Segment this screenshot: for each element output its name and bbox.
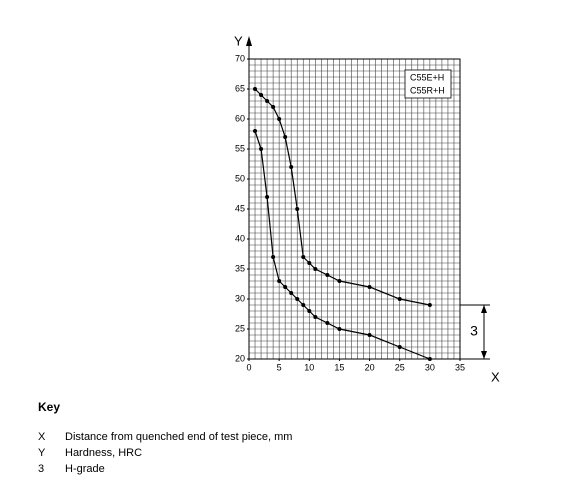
x-tick-label: 0 [246, 362, 251, 372]
data-point [289, 291, 294, 295]
data-point [265, 195, 270, 199]
y-tick-label: 60 [235, 113, 245, 123]
data-point [277, 117, 282, 121]
arrow-head [481, 305, 487, 313]
data-point [283, 285, 288, 289]
legend-box [404, 69, 452, 99]
data-point [295, 297, 300, 301]
key-text: Hardness, HRC [65, 447, 142, 459]
data-point [301, 303, 306, 307]
legend-text: C55E+H [410, 72, 444, 82]
y-tick-label: 50 [235, 173, 245, 183]
annotation-label: 3 [470, 323, 478, 339]
key-text: Distance from quenched end of test piece… [65, 431, 292, 443]
data-point [307, 309, 312, 313]
data-point [313, 267, 318, 271]
data-point [337, 279, 342, 283]
data-point [427, 357, 432, 361]
data-point [301, 255, 306, 259]
data-point [265, 99, 270, 103]
data-point [397, 345, 402, 349]
curve [254, 130, 431, 360]
data-point [271, 105, 276, 109]
data-point [277, 279, 282, 283]
data-point [283, 135, 288, 139]
y-tick-label: 65 [235, 83, 245, 93]
curve [254, 88, 430, 306]
data-point [325, 273, 330, 277]
y-tick-label: 20 [235, 353, 245, 363]
data-point [253, 87, 258, 91]
data-point [313, 315, 318, 319]
x-axis-label: X [491, 369, 500, 384]
data-point [367, 333, 372, 337]
data-point [397, 297, 402, 301]
data-point [325, 321, 330, 325]
data-point [289, 165, 294, 169]
data-point [253, 129, 258, 133]
data-point [295, 207, 300, 211]
key-symbol: 3 [38, 463, 44, 475]
key-symbol: X [38, 431, 46, 443]
y-tick-label: 30 [235, 293, 245, 303]
y-tick-label: 25 [235, 323, 245, 333]
y-axis-label: Y [234, 33, 243, 48]
x-tick-label: 35 [455, 362, 465, 372]
data-point [271, 255, 276, 259]
y-tick-label: 40 [235, 233, 245, 243]
x-tick-label: 25 [395, 362, 405, 372]
key-title: Key [38, 400, 60, 414]
y-axis-arrow [246, 36, 252, 46]
x-tick-label: 20 [365, 362, 375, 372]
x-tick-label: 15 [334, 362, 344, 372]
data-point [427, 303, 432, 307]
legend-text: C55R+H [410, 85, 445, 95]
data-point [367, 285, 372, 289]
x-tick-label: 30 [425, 362, 435, 372]
y-tick-label: 45 [235, 203, 245, 213]
x-tick-label: 10 [304, 362, 314, 372]
data-point [259, 147, 264, 151]
data-point [337, 327, 342, 331]
y-tick-label: 70 [235, 53, 245, 63]
x-tick-label: 5 [277, 362, 282, 372]
y-tick-label: 55 [235, 143, 245, 153]
data-point [259, 93, 264, 97]
arrow-head [481, 351, 487, 359]
key-text: H-grade [65, 463, 105, 475]
data-point [307, 261, 312, 265]
y-tick-label: 35 [235, 263, 245, 273]
key-symbol: Y [38, 447, 46, 459]
